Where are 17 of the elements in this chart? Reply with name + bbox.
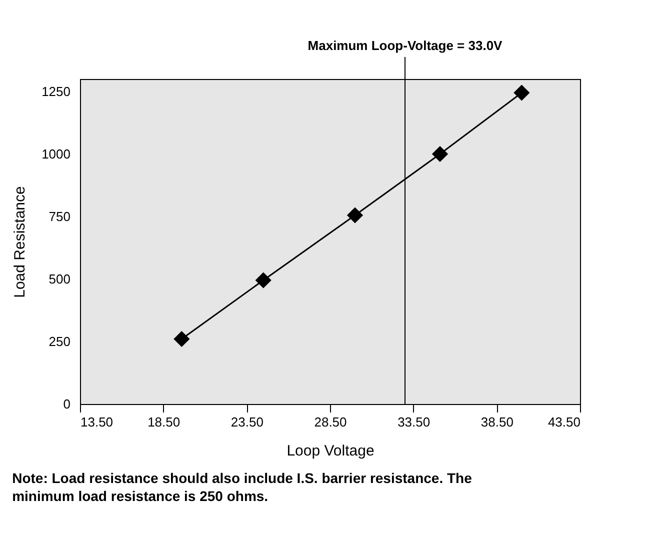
x-tick-label: 43.50 bbox=[548, 414, 580, 430]
x-tick-label: 38.50 bbox=[480, 414, 514, 430]
x-tick-label: 33.50 bbox=[398, 414, 430, 430]
x-axis-title: Loop Voltage bbox=[286, 442, 374, 460]
y-tick-label: 1000 bbox=[42, 146, 70, 162]
y-tick-label: 0 bbox=[63, 396, 70, 412]
ref-line-label: Maximum Loop-Voltage = 33.0V bbox=[308, 38, 503, 53]
text: Note: Load resistance should also include I.S. barrier resistance. The minimum load resistance is 250 ohms. bbox=[12, 470, 472, 504]
y-axis-title: Load Resistance bbox=[12, 186, 29, 298]
y-tick-label: 750 bbox=[48, 209, 70, 224]
x-tick-label: 23.50 bbox=[230, 414, 264, 430]
x-tick-label: 18.50 bbox=[148, 414, 180, 430]
x-tick-label: 28.50 bbox=[314, 414, 347, 430]
y-tick-label: 500 bbox=[48, 272, 70, 286]
x-tick-label: 13.50 bbox=[80, 414, 114, 430]
y-tick-label: 250 bbox=[48, 334, 70, 349]
y-tick-label: 1250 bbox=[42, 84, 70, 99]
